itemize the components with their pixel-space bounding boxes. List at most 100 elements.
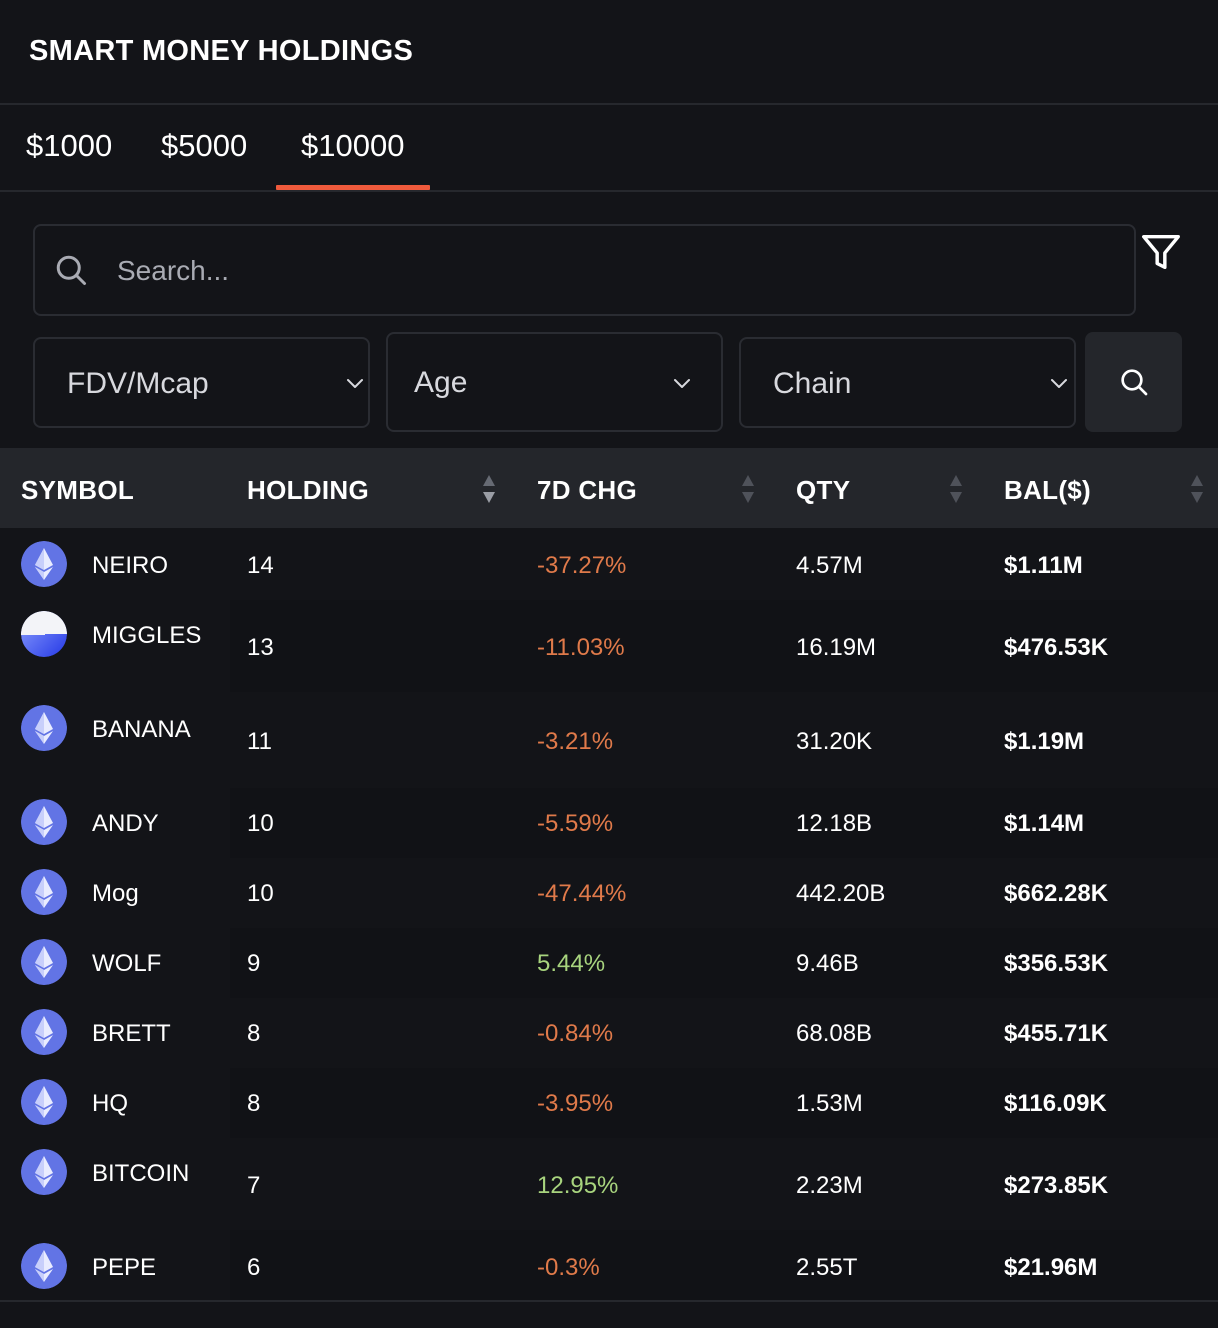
age-label: Age — [414, 366, 468, 399]
ethereum-icon — [21, 1243, 67, 1289]
change-value: -3.95% — [537, 1090, 614, 1117]
change-value: -0.3% — [537, 1254, 600, 1281]
table-row[interactable]: NEIRO 14 -37.27% 4.57M $1.11M — [0, 528, 1218, 600]
fdv-mcap-label: FDV/Mcap — [67, 367, 209, 400]
column-header-holding[interactable]: HOLDING — [247, 475, 369, 505]
balance-value: $116.09K — [1004, 1090, 1107, 1117]
panel-title: SMART MONEY HOLDINGS — [29, 35, 414, 67]
change-value: -11.03% — [537, 634, 625, 661]
qty-value: 12.18B — [796, 810, 873, 837]
age-dropdown[interactable]: Age — [386, 332, 723, 432]
change-value: -5.59% — [537, 810, 614, 837]
qty-value: 442.20B — [796, 880, 886, 907]
balance-value: $356.53K — [1004, 950, 1109, 977]
search-icon — [56, 255, 86, 285]
balance-value: $1.19M — [1004, 728, 1085, 755]
table-row[interactable]: WOLF 9 5.44% 9.46B $356.53K — [0, 928, 1218, 998]
qty-value: 1.53M — [796, 1090, 863, 1117]
symbol-name[interactable]: PEPE — [92, 1254, 157, 1281]
ethereum-icon — [21, 799, 67, 845]
tab-1000[interactable]: $1000 — [26, 128, 113, 163]
holding-value: 8 — [247, 1020, 261, 1047]
balance-value: $1.14M — [1004, 810, 1085, 837]
holding-value: 10 — [247, 810, 274, 837]
table-row[interactable]: HQ 8 -3.95% 1.53M $116.09K — [0, 1068, 1218, 1138]
symbol-name[interactable]: BITCOIN — [92, 1160, 190, 1187]
table-row[interactable]: Mog 10 -47.44% 442.20B $662.28K — [0, 858, 1218, 928]
column-header-7d-chg[interactable]: 7D CHG — [537, 475, 638, 505]
holding-value: 8 — [247, 1090, 261, 1117]
qty-value: 2.55T — [796, 1254, 858, 1281]
table-row[interactable]: ANDY 10 -5.59% 12.18B $1.14M — [0, 788, 1218, 858]
qty-value: 4.57M — [796, 552, 863, 579]
ethereum-icon — [21, 1079, 67, 1125]
qty-value: 9.46B — [796, 950, 859, 977]
amount-tabs: $1000 $5000 $10000 — [0, 105, 1218, 192]
holding-value: 6 — [247, 1254, 261, 1281]
sort-icon[interactable] — [1189, 472, 1205, 506]
qty-value: 16.19M — [796, 634, 877, 661]
change-value: -0.84% — [537, 1020, 614, 1047]
sort-icon[interactable] — [481, 472, 497, 506]
table-header: SYMBOL HOLDING 7D CHG QTY BAL($) — [0, 448, 1218, 528]
symbol-name[interactable]: BRETT — [92, 1020, 171, 1047]
panel-header: SMART MONEY HOLDINGS — [0, 0, 1218, 105]
table-row[interactable]: BITCOIN 7 12.95% 2.23M $273.85K — [0, 1138, 1218, 1230]
table-row[interactable]: BANANA 11 -3.21% 31.20K $1.19M — [0, 692, 1218, 788]
symbol-name[interactable]: HQ — [92, 1090, 128, 1117]
search-button[interactable] — [1085, 332, 1182, 432]
balance-value: $21.96M — [1004, 1254, 1098, 1281]
tab-5000[interactable]: $5000 — [161, 128, 248, 163]
search-box[interactable] — [33, 224, 1136, 316]
search-icon — [1121, 369, 1148, 396]
balance-value: $455.71K — [1004, 1020, 1109, 1047]
qty-value: 68.08B — [796, 1020, 873, 1047]
ethereum-icon — [21, 939, 67, 985]
table-row[interactable]: MIGGLES 13 -11.03% 16.19M $476.53K — [0, 600, 1218, 692]
ethereum-icon — [21, 869, 67, 915]
sort-icon[interactable] — [740, 472, 756, 506]
ethereum-icon — [21, 705, 67, 751]
sort-icon[interactable] — [948, 472, 964, 506]
chain-label: Chain — [773, 367, 852, 400]
change-value: -47.44% — [537, 880, 627, 907]
ethereum-icon — [21, 541, 67, 587]
symbol-name[interactable]: MIGGLES — [92, 622, 202, 649]
chain-dropdown[interactable]: Chain — [739, 337, 1076, 428]
symbol-name[interactable]: NEIRO — [92, 552, 169, 579]
holding-value: 14 — [247, 552, 274, 579]
search-input[interactable] — [115, 244, 1099, 298]
active-tab-indicator — [276, 185, 430, 190]
column-header-qty[interactable]: QTY — [796, 475, 851, 505]
holding-value: 9 — [247, 950, 261, 977]
change-value: -3.21% — [537, 728, 614, 755]
holding-value: 7 — [247, 1172, 261, 1199]
change-value: 5.44% — [537, 950, 606, 977]
ethereum-icon — [21, 1149, 67, 1195]
symbol-name[interactable]: ANDY — [92, 810, 159, 837]
column-header-balance[interactable]: BAL($) — [1004, 475, 1092, 505]
holding-value: 13 — [247, 634, 274, 661]
change-value: -37.27% — [537, 552, 627, 579]
token-icon — [21, 611, 67, 657]
balance-value: $662.28K — [1004, 880, 1109, 907]
chevron-down-icon — [1051, 379, 1067, 388]
change-value: 12.95% — [537, 1172, 619, 1199]
balance-value: $1.11M — [1004, 552, 1083, 579]
symbol-name[interactable]: Mog — [92, 880, 139, 907]
chevron-down-icon — [347, 379, 363, 388]
qty-value: 2.23M — [796, 1172, 863, 1199]
symbol-name[interactable]: WOLF — [92, 950, 162, 977]
symbol-name[interactable]: BANANA — [92, 716, 191, 743]
ethereum-icon — [21, 1009, 67, 1055]
table-bottom-divider — [0, 1300, 1218, 1302]
holding-value: 11 — [247, 728, 272, 755]
fdv-mcap-dropdown[interactable]: FDV/Mcap — [33, 337, 370, 428]
table-row[interactable]: BRETT 8 -0.84% 68.08B $455.71K — [0, 998, 1218, 1068]
tab-10000[interactable]: $10000 — [301, 128, 405, 163]
filter-icon[interactable] — [1138, 229, 1184, 275]
column-header-symbol[interactable]: SYMBOL — [21, 475, 135, 505]
balance-value: $273.85K — [1004, 1172, 1109, 1199]
qty-value: 31.20K — [796, 728, 873, 755]
table-row[interactable]: PEPE 6 -0.3% 2.55T $21.96M — [0, 1230, 1218, 1300]
